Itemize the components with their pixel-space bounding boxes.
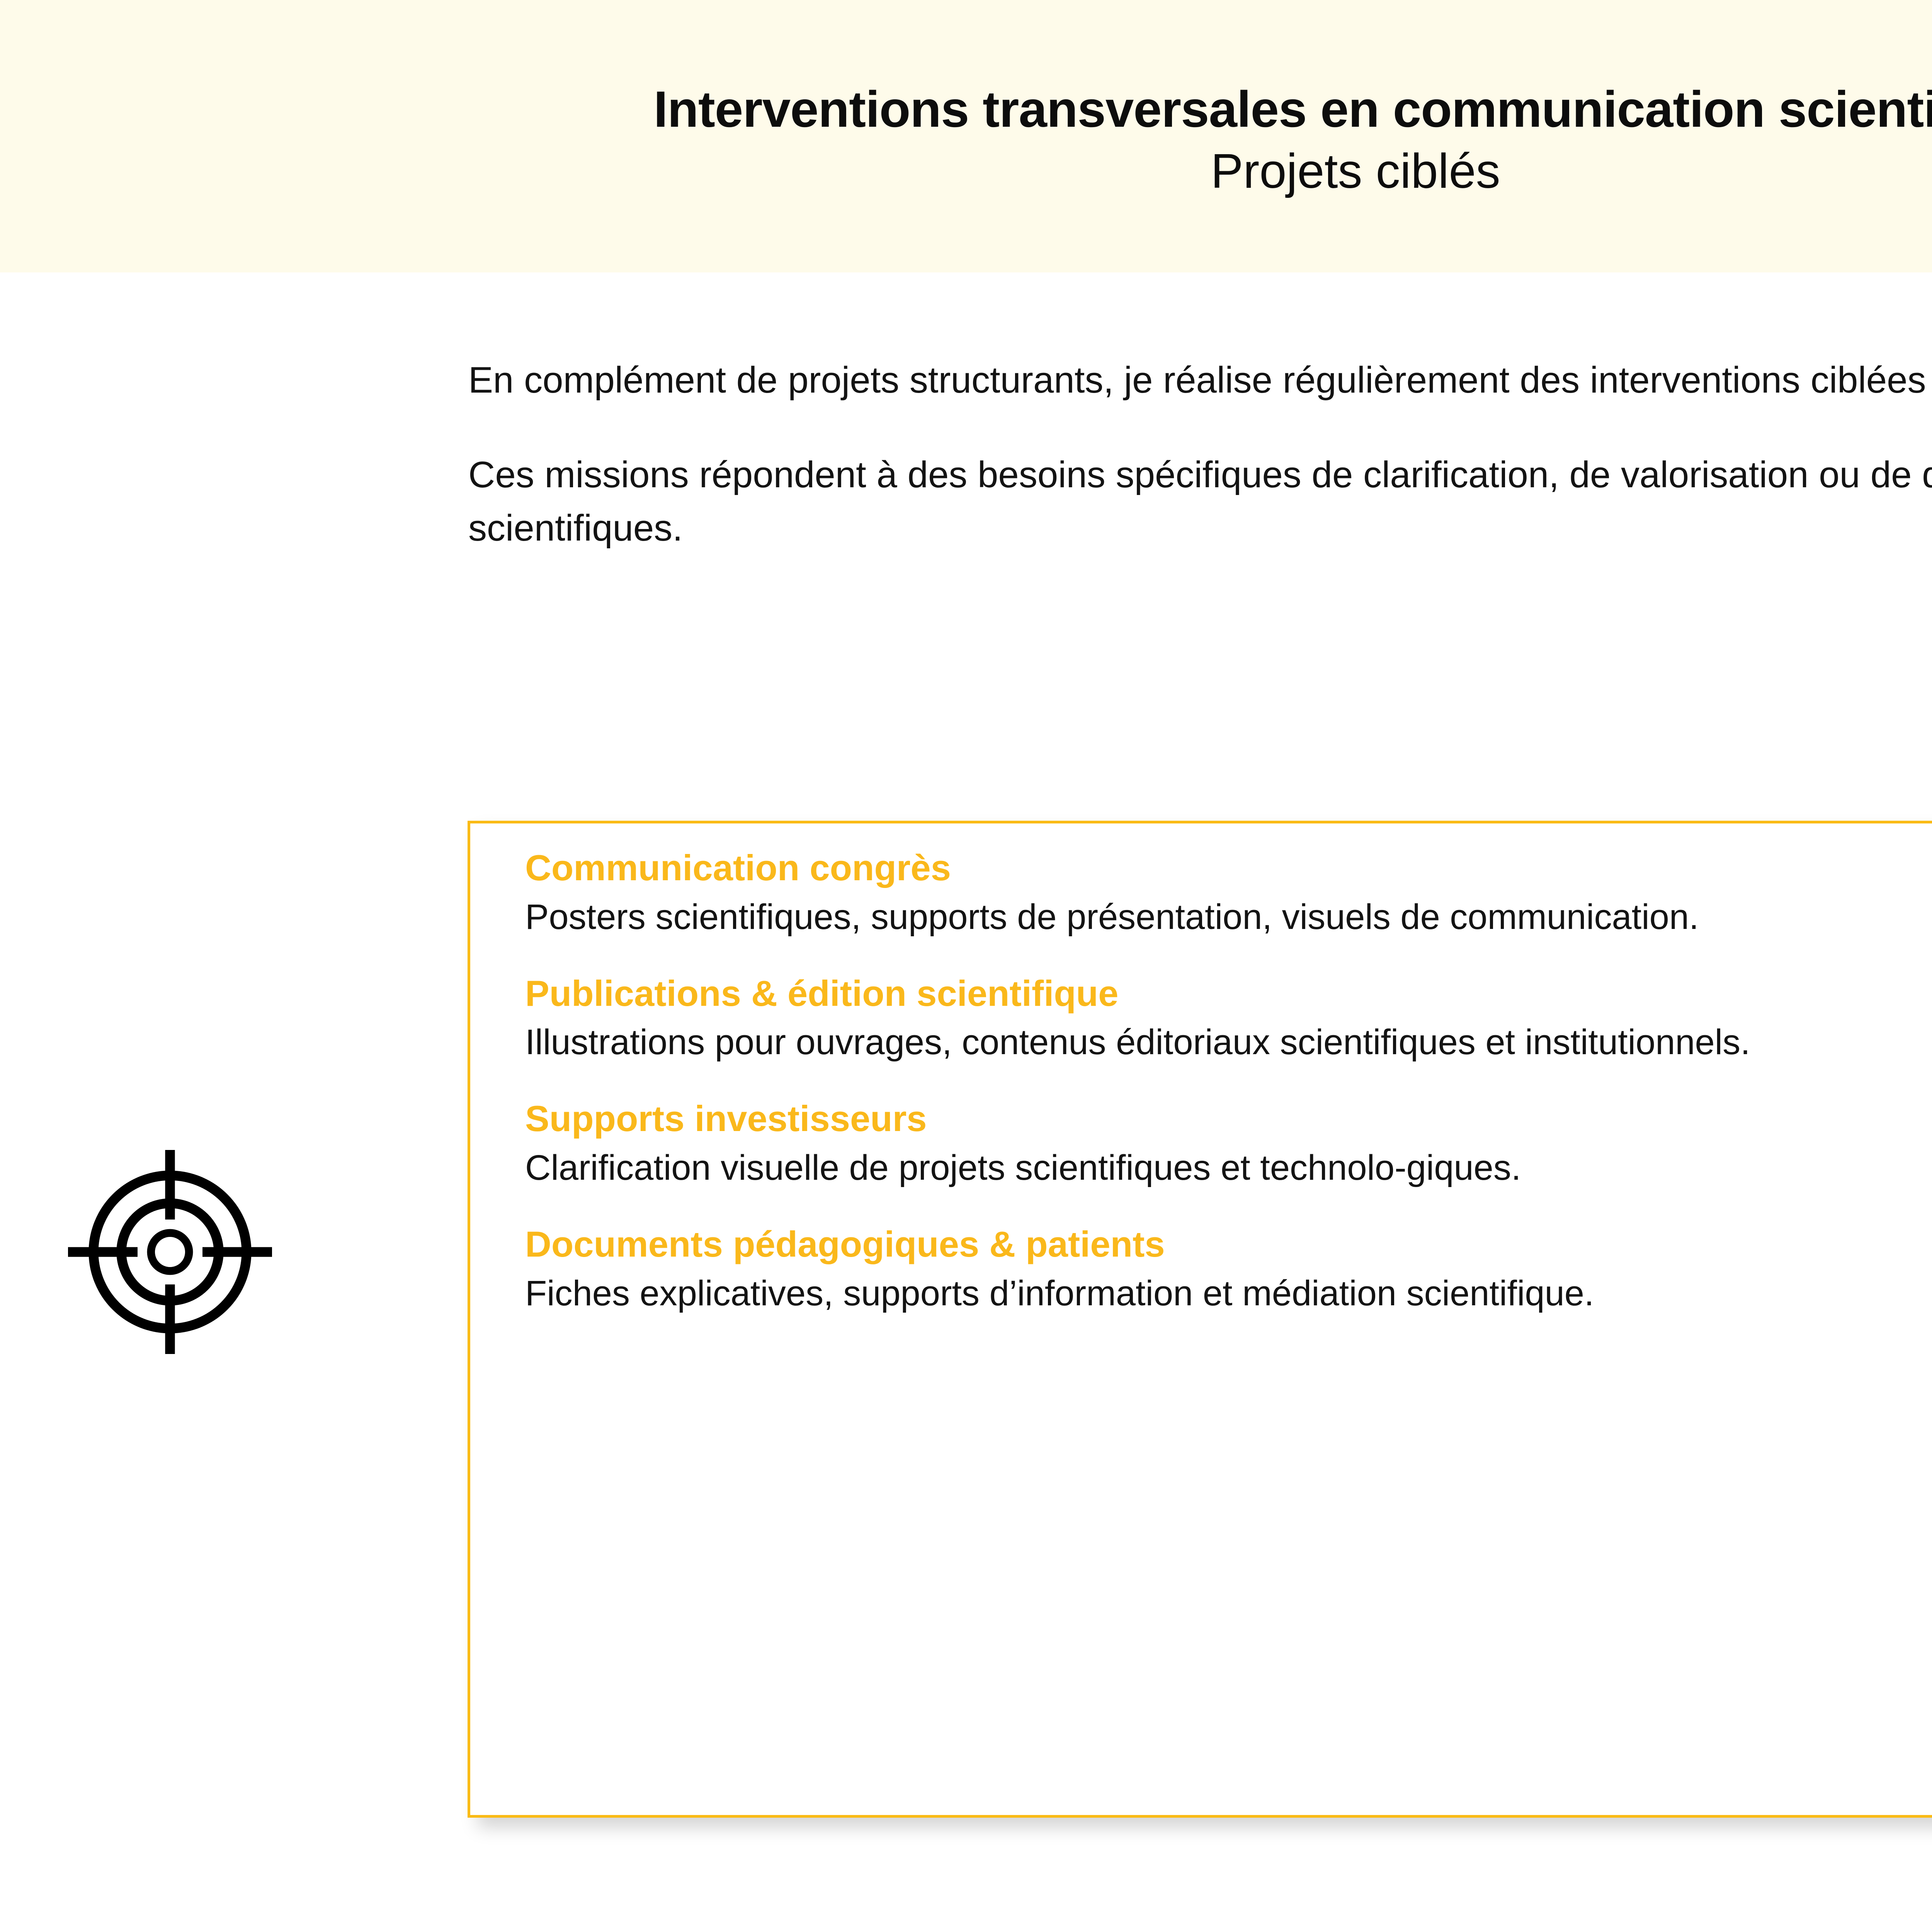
item-title: Supports investisseurs	[525, 1098, 927, 1139]
item-title: Communication congrès	[525, 847, 951, 888]
list-item[interactable]: Supports investisseurs Clarification vis…	[525, 1097, 1932, 1192]
item-description: Clarification visuelle de projets scient…	[525, 1148, 1521, 1188]
header-band: Interventions transversales en communica…	[0, 0, 1932, 272]
intro-paragraph-2: Ces missions répondent à des besoins spé…	[468, 454, 1932, 549]
intro-text-block: En complément de projets structurants, j…	[468, 354, 1932, 555]
targeted-projects-card: Communication congrès Posters scientifiq…	[468, 821, 1932, 1818]
page-subtitle: Projets ciblés	[1211, 143, 1500, 198]
target-crosshair-icon	[54, 1136, 286, 1368]
item-description: Illustrations pour ouvrages, contenus éd…	[525, 1022, 1750, 1062]
list-item[interactable]: Publications & édition scientifique Illu…	[525, 971, 1932, 1067]
item-title: Documents pédagogiques & patients	[525, 1224, 1165, 1265]
item-description: Fiches explicatives, supports d’informat…	[525, 1273, 1594, 1313]
intro-paragraph-1: En complément de projets structurants, j…	[468, 359, 1932, 401]
list-item[interactable]: Communication congrès Posters scientifiq…	[525, 846, 1932, 941]
list-item[interactable]: Documents pédagogiques & patients Fiches…	[525, 1222, 1932, 1318]
item-description: Posters scientifiques, supports de prése…	[525, 897, 1699, 937]
service-items-list: Communication congrès Posters scientifiq…	[525, 846, 1932, 1318]
page-title: Interventions transversales en communica…	[653, 81, 1932, 138]
item-title: Publications & édition scientifique	[525, 973, 1119, 1014]
